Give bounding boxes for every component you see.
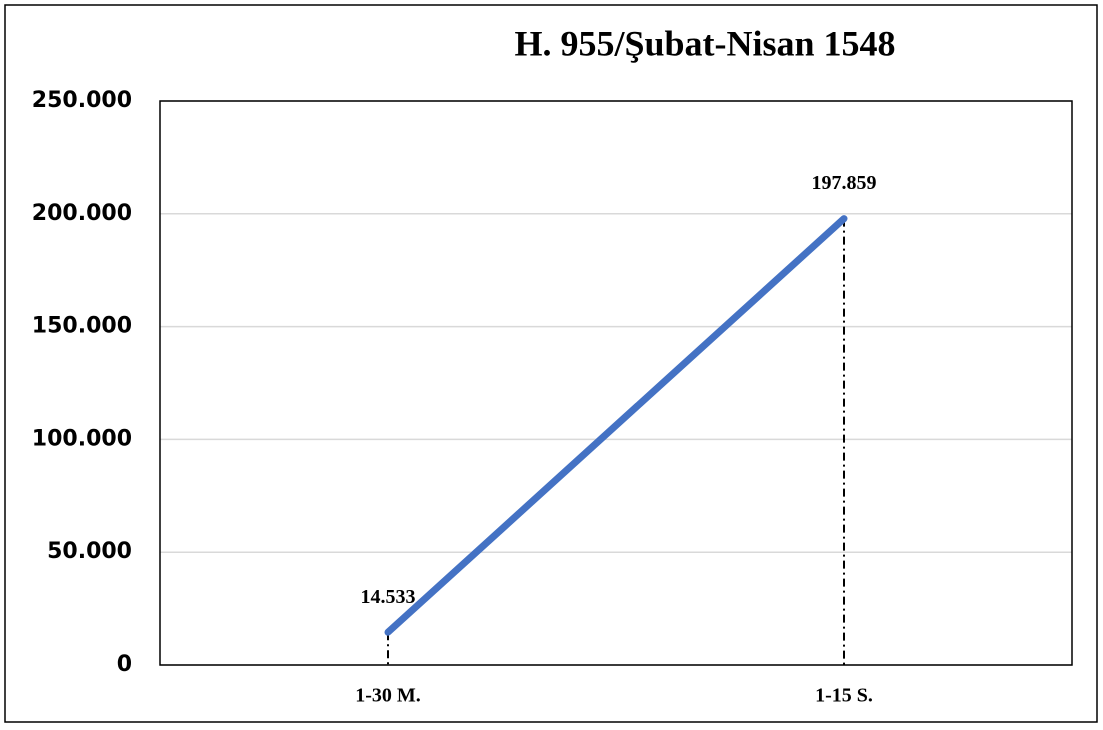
plot-border [159,100,1073,666]
data-label: 14.533 [361,586,416,608]
chart-border [4,4,1098,723]
y-tick-label: 0 [117,652,132,677]
chart-title: H. 955/Şubat-Nisan 1548 [514,23,895,63]
y-tick-label: 250.000 [32,88,132,113]
x-tick-label: 1-15 S. [815,685,873,707]
y-tick-label: 100.000 [32,426,132,451]
y-tick-label: 50.000 [47,539,132,564]
line-series [384,215,848,636]
x-tick-label: 1-30 M. [355,685,421,707]
y-tick-label: 200.000 [32,201,132,226]
y-tick-label: 150.000 [32,314,132,339]
data-label: 197.859 [812,172,877,194]
